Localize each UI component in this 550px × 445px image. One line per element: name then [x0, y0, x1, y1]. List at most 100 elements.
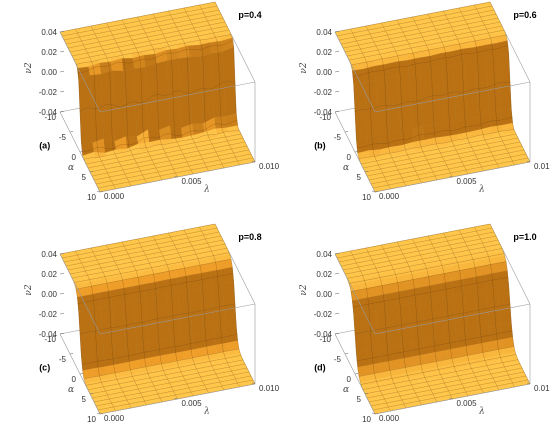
x-tick-mark — [334, 111, 339, 113]
z-tick-label: 0.00 — [41, 68, 57, 77]
surface-patch — [165, 277, 179, 295]
panel-label: (a) — [39, 140, 50, 150]
surface-patch — [475, 289, 489, 311]
x-tick-mark — [99, 413, 104, 415]
surface-patch — [399, 323, 412, 345]
mesh-line — [489, 223, 531, 385]
y-tick-label: 0.000 — [379, 414, 400, 423]
surface-patch — [489, 111, 502, 128]
x-tick-label: 5 — [357, 173, 362, 182]
surface-patch — [486, 56, 500, 88]
mesh-line — [396, 241, 438, 403]
surface-patch — [146, 94, 159, 131]
surface-patch — [442, 64, 455, 95]
surface-patch — [422, 124, 436, 141]
surface-patch — [100, 70, 114, 107]
z-tick-mark — [334, 292, 340, 295]
surface-patch — [125, 345, 139, 363]
surface-patch — [462, 47, 476, 63]
z-axis-label: ν2 — [299, 62, 309, 73]
y-tick-mark — [251, 382, 256, 385]
z-tick-label: 0.00 — [316, 290, 332, 299]
box-front-edge — [99, 303, 256, 335]
surface-patch — [397, 304, 411, 326]
y-tick-label: 0.005 — [457, 399, 478, 408]
x-tick-label: 0 — [72, 153, 77, 162]
mesh-line — [183, 7, 225, 169]
surface-patch — [222, 46, 236, 83]
box-front-edge — [334, 253, 376, 335]
surface-patch — [222, 281, 236, 306]
surface-patch — [201, 88, 215, 124]
surface-patch — [421, 95, 434, 126]
surface-patch — [397, 73, 411, 105]
mesh-line — [458, 229, 500, 391]
y-tick-mark — [526, 160, 531, 163]
x-tick-mark — [364, 393, 369, 395]
x-tick-mark — [79, 373, 84, 375]
z-tick-label: -0.02 — [314, 310, 333, 319]
x-tick-label: -5 — [59, 355, 67, 364]
surface-patch — [386, 75, 400, 106]
surface-patch — [497, 53, 511, 84]
surface-patch — [408, 71, 422, 102]
surface-patch — [353, 312, 367, 335]
mesh-line — [75, 250, 116, 412]
mesh-line — [474, 226, 515, 388]
mesh-line — [381, 244, 422, 406]
z-tick-mark — [59, 312, 65, 315]
surface-patch — [451, 48, 465, 65]
x-tick-mark — [344, 131, 349, 133]
surface-patch — [167, 58, 180, 95]
surface-patch — [375, 77, 389, 108]
surface-patch — [169, 337, 183, 354]
surface-patch — [168, 314, 182, 339]
mesh-line — [137, 238, 178, 400]
surface-patch — [178, 290, 191, 315]
mesh-line — [168, 10, 209, 172]
z-tick-label: 0.02 — [316, 48, 332, 57]
z-tick-label: -0.02 — [314, 88, 333, 97]
z-tick-mark — [59, 90, 65, 93]
surface-patch — [144, 296, 158, 322]
y-tick-label: 0.010 — [534, 162, 550, 171]
surface-patch — [486, 287, 500, 309]
x-tick-mark — [69, 353, 74, 355]
z-tick-mark — [334, 272, 340, 275]
x-tick-mark — [59, 111, 64, 113]
x-tick-mark — [374, 191, 379, 193]
surface-patch — [100, 305, 114, 330]
mesh-line — [427, 235, 469, 397]
y-tick-mark — [449, 397, 453, 400]
z-tick-label: -0.04 — [314, 330, 333, 339]
surface-patch — [432, 316, 446, 339]
mesh-line — [90, 25, 132, 187]
surface-patch — [111, 70, 125, 106]
x-tick-label: 10 — [87, 193, 96, 202]
surface-patch — [388, 325, 401, 347]
z-tick-label: -0.02 — [39, 310, 58, 319]
x-tick-mark — [89, 171, 94, 173]
box-front-edge — [59, 253, 101, 335]
y-tick-mark — [526, 382, 531, 385]
surface-patch — [156, 294, 169, 319]
y-tick-label: 0.010 — [259, 384, 280, 393]
surface-patch — [464, 61, 477, 93]
surface-patch — [421, 318, 434, 341]
surface-patch — [475, 58, 489, 89]
box-front-edge — [59, 31, 101, 113]
surface-patch — [156, 60, 169, 95]
surface — [59, 223, 256, 415]
mesh-line — [106, 244, 147, 406]
z-tick-label: 0.04 — [316, 250, 332, 259]
surface-patch — [122, 68, 136, 106]
x-tick-label: 5 — [82, 173, 87, 182]
mesh-line — [152, 13, 194, 175]
surface-patch — [187, 273, 201, 291]
parameter-label: p=0.4 — [238, 10, 261, 20]
x-tick-mark — [364, 171, 369, 173]
y-tick-label: 0.000 — [379, 192, 400, 201]
surface-patch — [211, 283, 225, 309]
surface-patch — [364, 310, 378, 333]
z-tick-mark — [59, 50, 65, 53]
